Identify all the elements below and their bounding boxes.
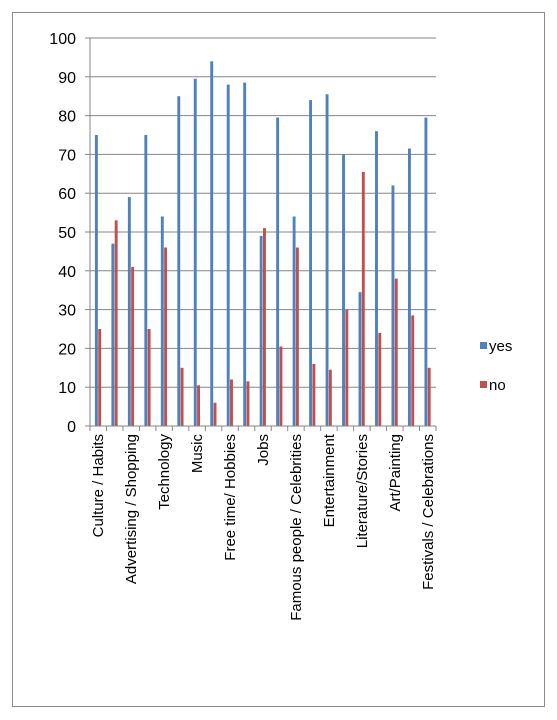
- bar: [147, 329, 151, 426]
- y-tick-label: 20: [58, 341, 76, 358]
- y-tick-label: 90: [58, 70, 76, 87]
- bar: [111, 243, 115, 426]
- bar: [312, 363, 316, 426]
- y-tick-label: 100: [49, 31, 76, 48]
- bar: [144, 135, 148, 426]
- bar: [394, 278, 398, 426]
- bar: [411, 315, 415, 426]
- legend-swatch: [480, 381, 487, 388]
- x-tick-label: Art/Painting: [387, 434, 404, 512]
- bar: [127, 197, 131, 426]
- bar: [193, 78, 197, 427]
- bar: [164, 247, 168, 426]
- bar: [328, 369, 332, 426]
- y-tick-label: 50: [58, 225, 76, 242]
- bar: [378, 332, 382, 426]
- bar: [427, 367, 431, 426]
- bar: [177, 96, 181, 426]
- y-tick-label: 60: [58, 186, 76, 203]
- bar: [98, 329, 102, 426]
- bar: [276, 117, 280, 426]
- bar: [94, 135, 98, 426]
- x-tick-label: Technology: [156, 434, 173, 510]
- legend-swatch: [480, 342, 487, 349]
- bar: [358, 292, 362, 426]
- bar: [325, 94, 329, 426]
- x-tick-label: Entertainment: [321, 433, 338, 527]
- x-tick-label: Music: [189, 434, 206, 474]
- x-tick-label: Jobs: [255, 434, 272, 466]
- x-tick-label: Literature/Stories: [354, 434, 371, 548]
- y-tick-label: 30: [58, 303, 76, 320]
- bar: [226, 84, 230, 426]
- bar: [342, 154, 345, 426]
- bar: [375, 131, 378, 426]
- legend-label: no: [489, 377, 506, 394]
- x-tick-label: Advertising / Shopping: [123, 434, 140, 584]
- bar: [197, 385, 200, 426]
- x-tick-label: Famous people / Celebrities: [288, 434, 305, 621]
- y-tick-label: 80: [58, 109, 76, 126]
- bar: [279, 346, 283, 426]
- bar: [292, 216, 296, 426]
- bar: [160, 216, 164, 426]
- y-tick-label: 40: [58, 264, 76, 281]
- y-tick-label: 10: [58, 380, 76, 397]
- bar: [131, 266, 135, 426]
- x-tick-label: Free time/ Hobbies: [222, 434, 239, 561]
- bar: [213, 402, 217, 426]
- y-tick-label: 70: [58, 147, 76, 164]
- bar: [230, 379, 233, 426]
- bar: [345, 309, 349, 426]
- legend-label: yes: [489, 338, 512, 355]
- bar: [259, 235, 263, 426]
- bar: [263, 228, 266, 426]
- bar: [407, 148, 411, 426]
- bar: [309, 100, 313, 426]
- bar: [246, 381, 250, 426]
- y-tick-label: 0: [67, 419, 76, 436]
- bar: [114, 220, 118, 426]
- bar: [180, 367, 184, 426]
- bar: [361, 171, 365, 426]
- bar: [391, 185, 395, 426]
- bar: [424, 117, 428, 426]
- bar: [243, 82, 247, 427]
- bar: [295, 247, 299, 426]
- x-tick-label: Festivals / Celebrations: [420, 434, 437, 590]
- x-tick-label: Culture / Habits: [90, 434, 107, 537]
- bar: [210, 61, 214, 426]
